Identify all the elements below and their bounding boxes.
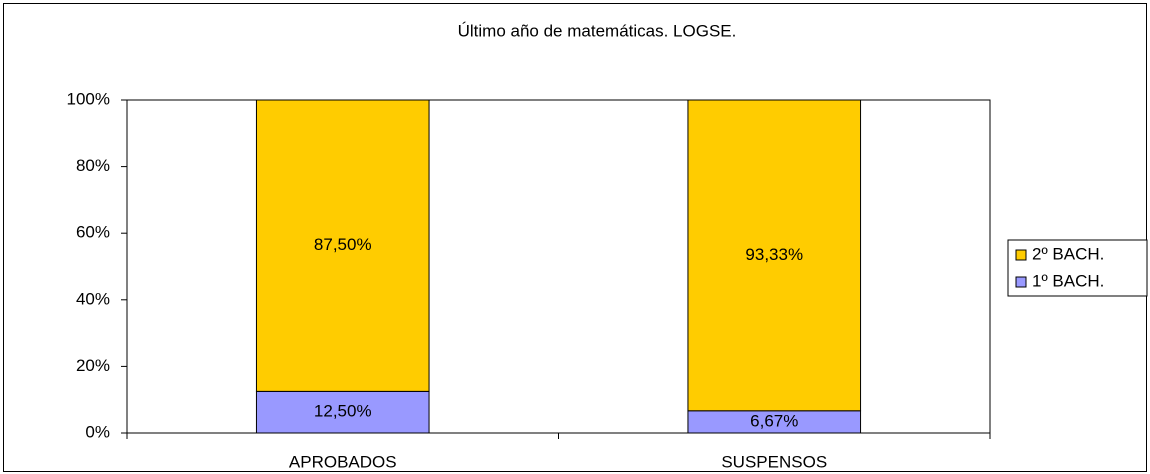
legend-swatch [1015,249,1027,261]
y-tick-label: 100% [67,89,110,108]
bar-segment [255,390,430,434]
x-tick-label: APROBADOS [289,452,397,471]
legend-box [1007,239,1148,297]
x-tick-label: SUSPENSOS [721,452,827,471]
bar-segment [255,99,430,392]
data-label: 87,50% [314,235,372,254]
y-tick-label: 80% [76,156,110,175]
legend-label: 2º BACH. [1032,244,1104,263]
y-tick-label: 0% [85,422,110,441]
data-label: 6,67% [750,411,798,430]
chart-title: Último año de matemáticas. LOGSE. [458,21,737,40]
bar-segment [687,99,862,412]
data-label: 12,50% [314,402,372,421]
legend-label: 1º BACH. [1032,271,1104,290]
legend-swatch [1015,276,1027,288]
y-tick-label: 40% [76,289,110,308]
y-tick-label: 20% [76,356,110,375]
y-tick-label: 60% [76,223,110,242]
data-label: 93,33% [745,245,803,264]
